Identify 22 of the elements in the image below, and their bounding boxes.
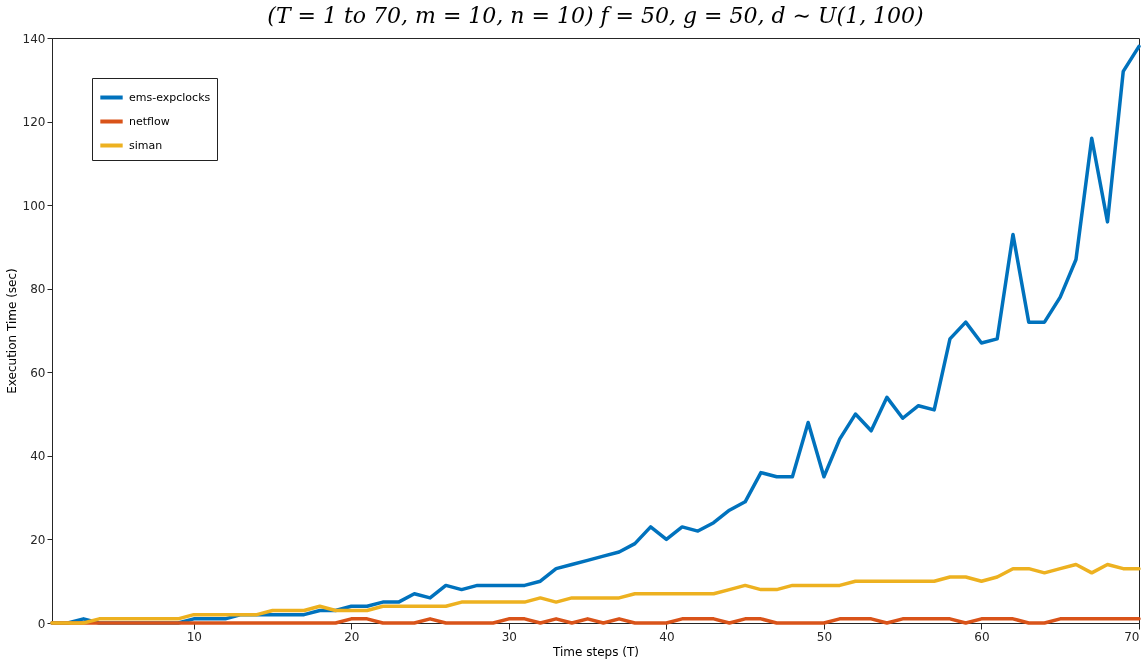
x-tick-label: 40 (659, 629, 675, 644)
x-tick-label: 20 (344, 629, 360, 644)
y-tick-label: 100 (22, 198, 46, 213)
legend-label: siman (129, 138, 163, 152)
x-tick-label: 70 (1124, 629, 1140, 644)
legend-label: ems-expclocks (129, 90, 211, 104)
y-tick-label: 40 (30, 449, 46, 464)
y-tick-label: 80 (30, 282, 46, 297)
chart-title: (T = 1 to 70, m = 10, n = 10) f = 50, g = 50, d ∼ U(1, 100) (267, 3, 924, 28)
x-tick-label: 60 (974, 629, 990, 644)
y-tick-label: 140 (22, 31, 46, 46)
y-tick-label: 20 (30, 532, 46, 547)
legend-label: netflow (129, 114, 170, 128)
x-axis-title: Time steps (T) (552, 644, 639, 659)
y-tick-label: 60 (30, 365, 46, 380)
y-tick-label: 120 (22, 115, 46, 130)
y-tick-label: 0 (37, 616, 46, 631)
line-series (50, 562, 1141, 625)
x-tick-label: 50 (816, 629, 833, 644)
y-axis-title: Execution Time (sec) (4, 268, 19, 394)
x-tick-label: 10 (186, 629, 202, 644)
x-tick-label: 30 (501, 629, 517, 644)
